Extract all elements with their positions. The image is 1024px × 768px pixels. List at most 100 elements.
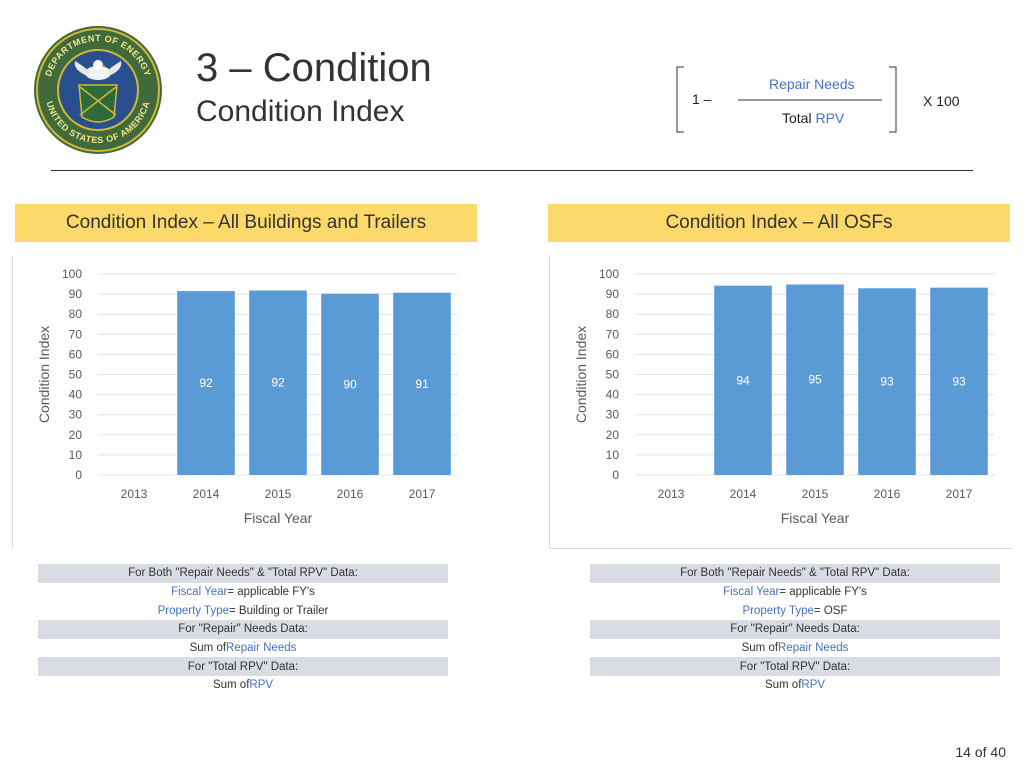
y-tick-label: 20 bbox=[606, 428, 620, 442]
x-tick-label: 2015 bbox=[265, 487, 292, 501]
data-table-text: = Building or Trailer bbox=[228, 604, 329, 617]
data-table-row: Fiscal Year = applicable FY's bbox=[590, 583, 1000, 602]
data-table-text: Sum of bbox=[764, 679, 802, 692]
y-tick-label: 90 bbox=[606, 287, 620, 301]
data-table-text: For "Repair" Needs Data: bbox=[178, 623, 308, 636]
data-table-text: RPV bbox=[249, 679, 274, 692]
y-tick-label: 80 bbox=[606, 307, 620, 321]
formula-one-minus: 1 – bbox=[692, 91, 712, 107]
y-tick-label: 10 bbox=[606, 448, 620, 462]
y-tick-label: 90 bbox=[69, 287, 83, 301]
data-table-text: = applicable FY's bbox=[779, 586, 867, 599]
y-axis-title: Condition Index bbox=[573, 326, 589, 423]
x-tick-label: 2013 bbox=[658, 487, 685, 501]
page-number: 14 of 40 bbox=[955, 744, 1006, 760]
data-table-text: Property Type bbox=[742, 604, 814, 617]
right-chart-banner: Condition Index – All OSFs bbox=[548, 204, 1010, 242]
x-axis-title: Fiscal Year bbox=[244, 510, 313, 526]
y-tick-label: 100 bbox=[599, 267, 619, 281]
data-table-row: Sum of RPV bbox=[38, 676, 448, 695]
data-table-row: Sum of Repair Needs bbox=[38, 639, 448, 658]
data-label-2014: 92 bbox=[199, 376, 213, 390]
y-tick-label: 40 bbox=[606, 388, 620, 402]
data-table-row: For Both "Repair Needs" & "Total RPV" Da… bbox=[590, 564, 1000, 583]
right-chart: 0 10 20 30 40 50 60 70 80 90 100 2013 94 2014 95 2015 93… bbox=[549, 256, 1012, 549]
left-chart: 0 10 20 30 40 50 60 70 80 90 100 2013 92 2014 92 2015 90… bbox=[12, 256, 483, 548]
y-tick-label: 20 bbox=[69, 428, 83, 442]
y-tick-label: 0 bbox=[75, 468, 82, 482]
data-table-text: For Both "Repair Needs" & "Total RPV" Da… bbox=[680, 567, 910, 580]
data-table-text: = OSF bbox=[813, 604, 848, 617]
left-data-table: For Both "Repair Needs" & "Total RPV" Da… bbox=[38, 564, 448, 695]
y-tick-label: 60 bbox=[606, 347, 620, 361]
data-table-row: Sum of Repair Needs bbox=[590, 639, 1000, 658]
data-table-text: Repair Needs bbox=[778, 642, 849, 655]
data-table-row: Property Type = Building or Trailer bbox=[38, 601, 448, 620]
x-tick-label: 2014 bbox=[730, 487, 757, 501]
left-chart-svg: 0 10 20 30 40 50 60 70 80 90 100 2013 92 2014 92 2015 90… bbox=[36, 267, 458, 526]
data-table-text: For "Total RPV" Data: bbox=[739, 660, 851, 673]
data-table-row: Sum of RPV bbox=[590, 676, 1000, 695]
slide-title: 3 – Condition bbox=[196, 46, 432, 90]
y-tick-label: 70 bbox=[606, 327, 620, 341]
y-axis-title: Condition Index bbox=[36, 326, 52, 423]
data-table-row: For Both "Repair Needs" & "Total RPV" Da… bbox=[38, 564, 448, 583]
bar-2017 bbox=[393, 292, 451, 475]
slide-subtitle: Condition Index bbox=[196, 95, 405, 128]
data-label-2015: 95 bbox=[808, 373, 822, 387]
formula-denominator: Total RPV bbox=[782, 110, 844, 126]
x-tick-label: 2016 bbox=[337, 487, 364, 501]
right-data-table: For Both "Repair Needs" & "Total RPV" Da… bbox=[590, 564, 1000, 695]
data-label-2016: 93 bbox=[880, 375, 894, 389]
y-tick-label: 40 bbox=[69, 388, 83, 402]
data-table-text: Fiscal Year bbox=[171, 586, 228, 599]
y-tick-label: 10 bbox=[69, 448, 83, 462]
data-table-row: For "Total RPV" Data: bbox=[590, 657, 1000, 677]
data-table-text: Sum of bbox=[212, 679, 250, 692]
formula-denominator-prefix: Total bbox=[782, 110, 812, 126]
data-table-row: For "Repair" Needs Data: bbox=[590, 620, 1000, 639]
data-table-text: For Both "Repair Needs" & "Total RPV" Da… bbox=[128, 567, 358, 580]
left-chart-banner: Condition Index – All Buildings and Trai… bbox=[15, 204, 477, 242]
data-table-text: RPV bbox=[801, 679, 826, 692]
data-label-2017: 91 bbox=[415, 377, 429, 391]
x-tick-label: 2013 bbox=[121, 487, 148, 501]
doe-seal-logo: DEPARTMENT OF ENERGY UNITED STATES OF AM… bbox=[34, 26, 162, 154]
data-label-2014: 94 bbox=[736, 373, 750, 387]
data-table-row: For "Repair" Needs Data: bbox=[38, 620, 448, 639]
y-tick-label: 30 bbox=[69, 408, 83, 422]
x-tick-label: 2017 bbox=[409, 487, 436, 501]
x-tick-label: 2017 bbox=[946, 487, 973, 501]
y-tick-label: 100 bbox=[62, 267, 82, 281]
bar-2014 bbox=[177, 291, 235, 475]
bar-2016 bbox=[321, 293, 379, 475]
y-tick-label: 70 bbox=[69, 327, 83, 341]
x-tick-label: 2014 bbox=[193, 487, 220, 501]
bar-2015 bbox=[249, 290, 307, 475]
data-table-text: Repair Needs bbox=[226, 642, 297, 655]
x-tick-label: 2016 bbox=[874, 487, 901, 501]
condition-index-formula: 1 – Repair Needs Total RPV X 100 bbox=[674, 66, 974, 134]
data-table-text: For "Repair" Needs Data: bbox=[730, 623, 860, 636]
y-tick-label: 50 bbox=[69, 368, 83, 382]
right-chart-svg: 0 10 20 30 40 50 60 70 80 90 100 2013 94 2014 95 2015 93… bbox=[573, 267, 995, 526]
data-table-text: Property Type bbox=[157, 604, 229, 617]
y-tick-label: 50 bbox=[606, 368, 620, 382]
bar-2015 bbox=[786, 284, 844, 475]
data-table-text: For "Total RPV" Data: bbox=[187, 660, 299, 673]
x-axis-title: Fiscal Year bbox=[781, 510, 850, 526]
y-tick-label: 0 bbox=[612, 468, 619, 482]
bar-2016 bbox=[858, 288, 916, 475]
formula-brackets bbox=[676, 66, 897, 133]
data-table-row: For "Total RPV" Data: bbox=[38, 657, 448, 677]
formula-multiplier: X 100 bbox=[923, 93, 960, 109]
data-label-2015: 92 bbox=[271, 376, 285, 390]
data-table-text: Sum of bbox=[189, 642, 227, 655]
data-label-2016: 90 bbox=[343, 377, 357, 391]
formula-numerator: Repair Needs bbox=[769, 76, 855, 92]
y-tick-label: 30 bbox=[606, 408, 620, 422]
y-tick-label: 80 bbox=[69, 307, 83, 321]
formula-denominator-highlight: RPV bbox=[815, 110, 845, 126]
x-tick-label: 2015 bbox=[802, 487, 829, 501]
y-tick-label: 60 bbox=[69, 347, 83, 361]
